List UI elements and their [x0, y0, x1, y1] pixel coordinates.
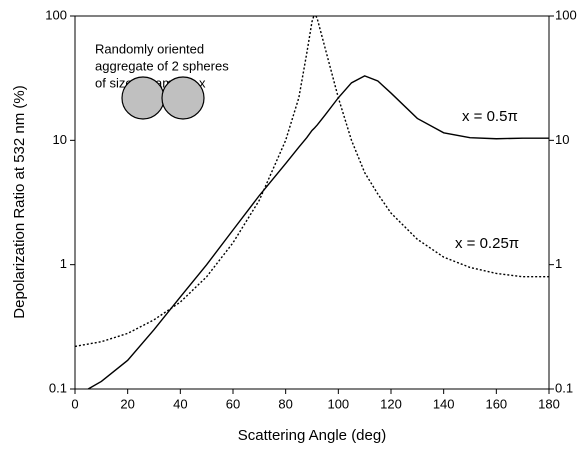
x-tick-label: 160: [485, 396, 507, 411]
annotation-line: Randomly oriented: [95, 41, 204, 56]
y-tick-label: 10: [53, 132, 67, 147]
y-tick-label: 0.1: [49, 380, 67, 395]
x-tick-label: 40: [173, 396, 187, 411]
annotation-line: aggregate of 2 spheres: [95, 58, 229, 73]
sphere-icon: [161, 76, 205, 120]
x-tick-label: 60: [226, 396, 240, 411]
y-axis-label: Depolarization Ratio at 532 nm (%): [11, 85, 28, 318]
y2-tick-label: 0.1: [555, 380, 573, 395]
x-tick-label: 140: [433, 396, 455, 411]
x-tick-label: 100: [327, 396, 349, 411]
plot-frame: [74, 15, 550, 390]
y2-tick-label: 1: [555, 256, 562, 271]
x-tick-label: 20: [120, 396, 134, 411]
y-tick-label: 100: [45, 7, 67, 22]
plot-area: [75, 16, 549, 389]
x-axis-label: Scattering Angle (deg): [238, 427, 386, 444]
data-line: [86, 75, 549, 389]
x-tick-label: 80: [278, 396, 292, 411]
x-tick-label: 180: [538, 396, 560, 411]
y2-tick-label: 10: [555, 132, 569, 147]
x-tick-label: 120: [380, 396, 402, 411]
series-label: x = 0.5π: [462, 108, 518, 125]
sphere-icon: [121, 76, 165, 120]
y2-tick-label: 100: [555, 7, 577, 22]
x-tick-label: 0: [71, 396, 78, 411]
series-label: x = 0.25π: [455, 235, 519, 252]
y-tick-label: 1: [60, 256, 67, 271]
